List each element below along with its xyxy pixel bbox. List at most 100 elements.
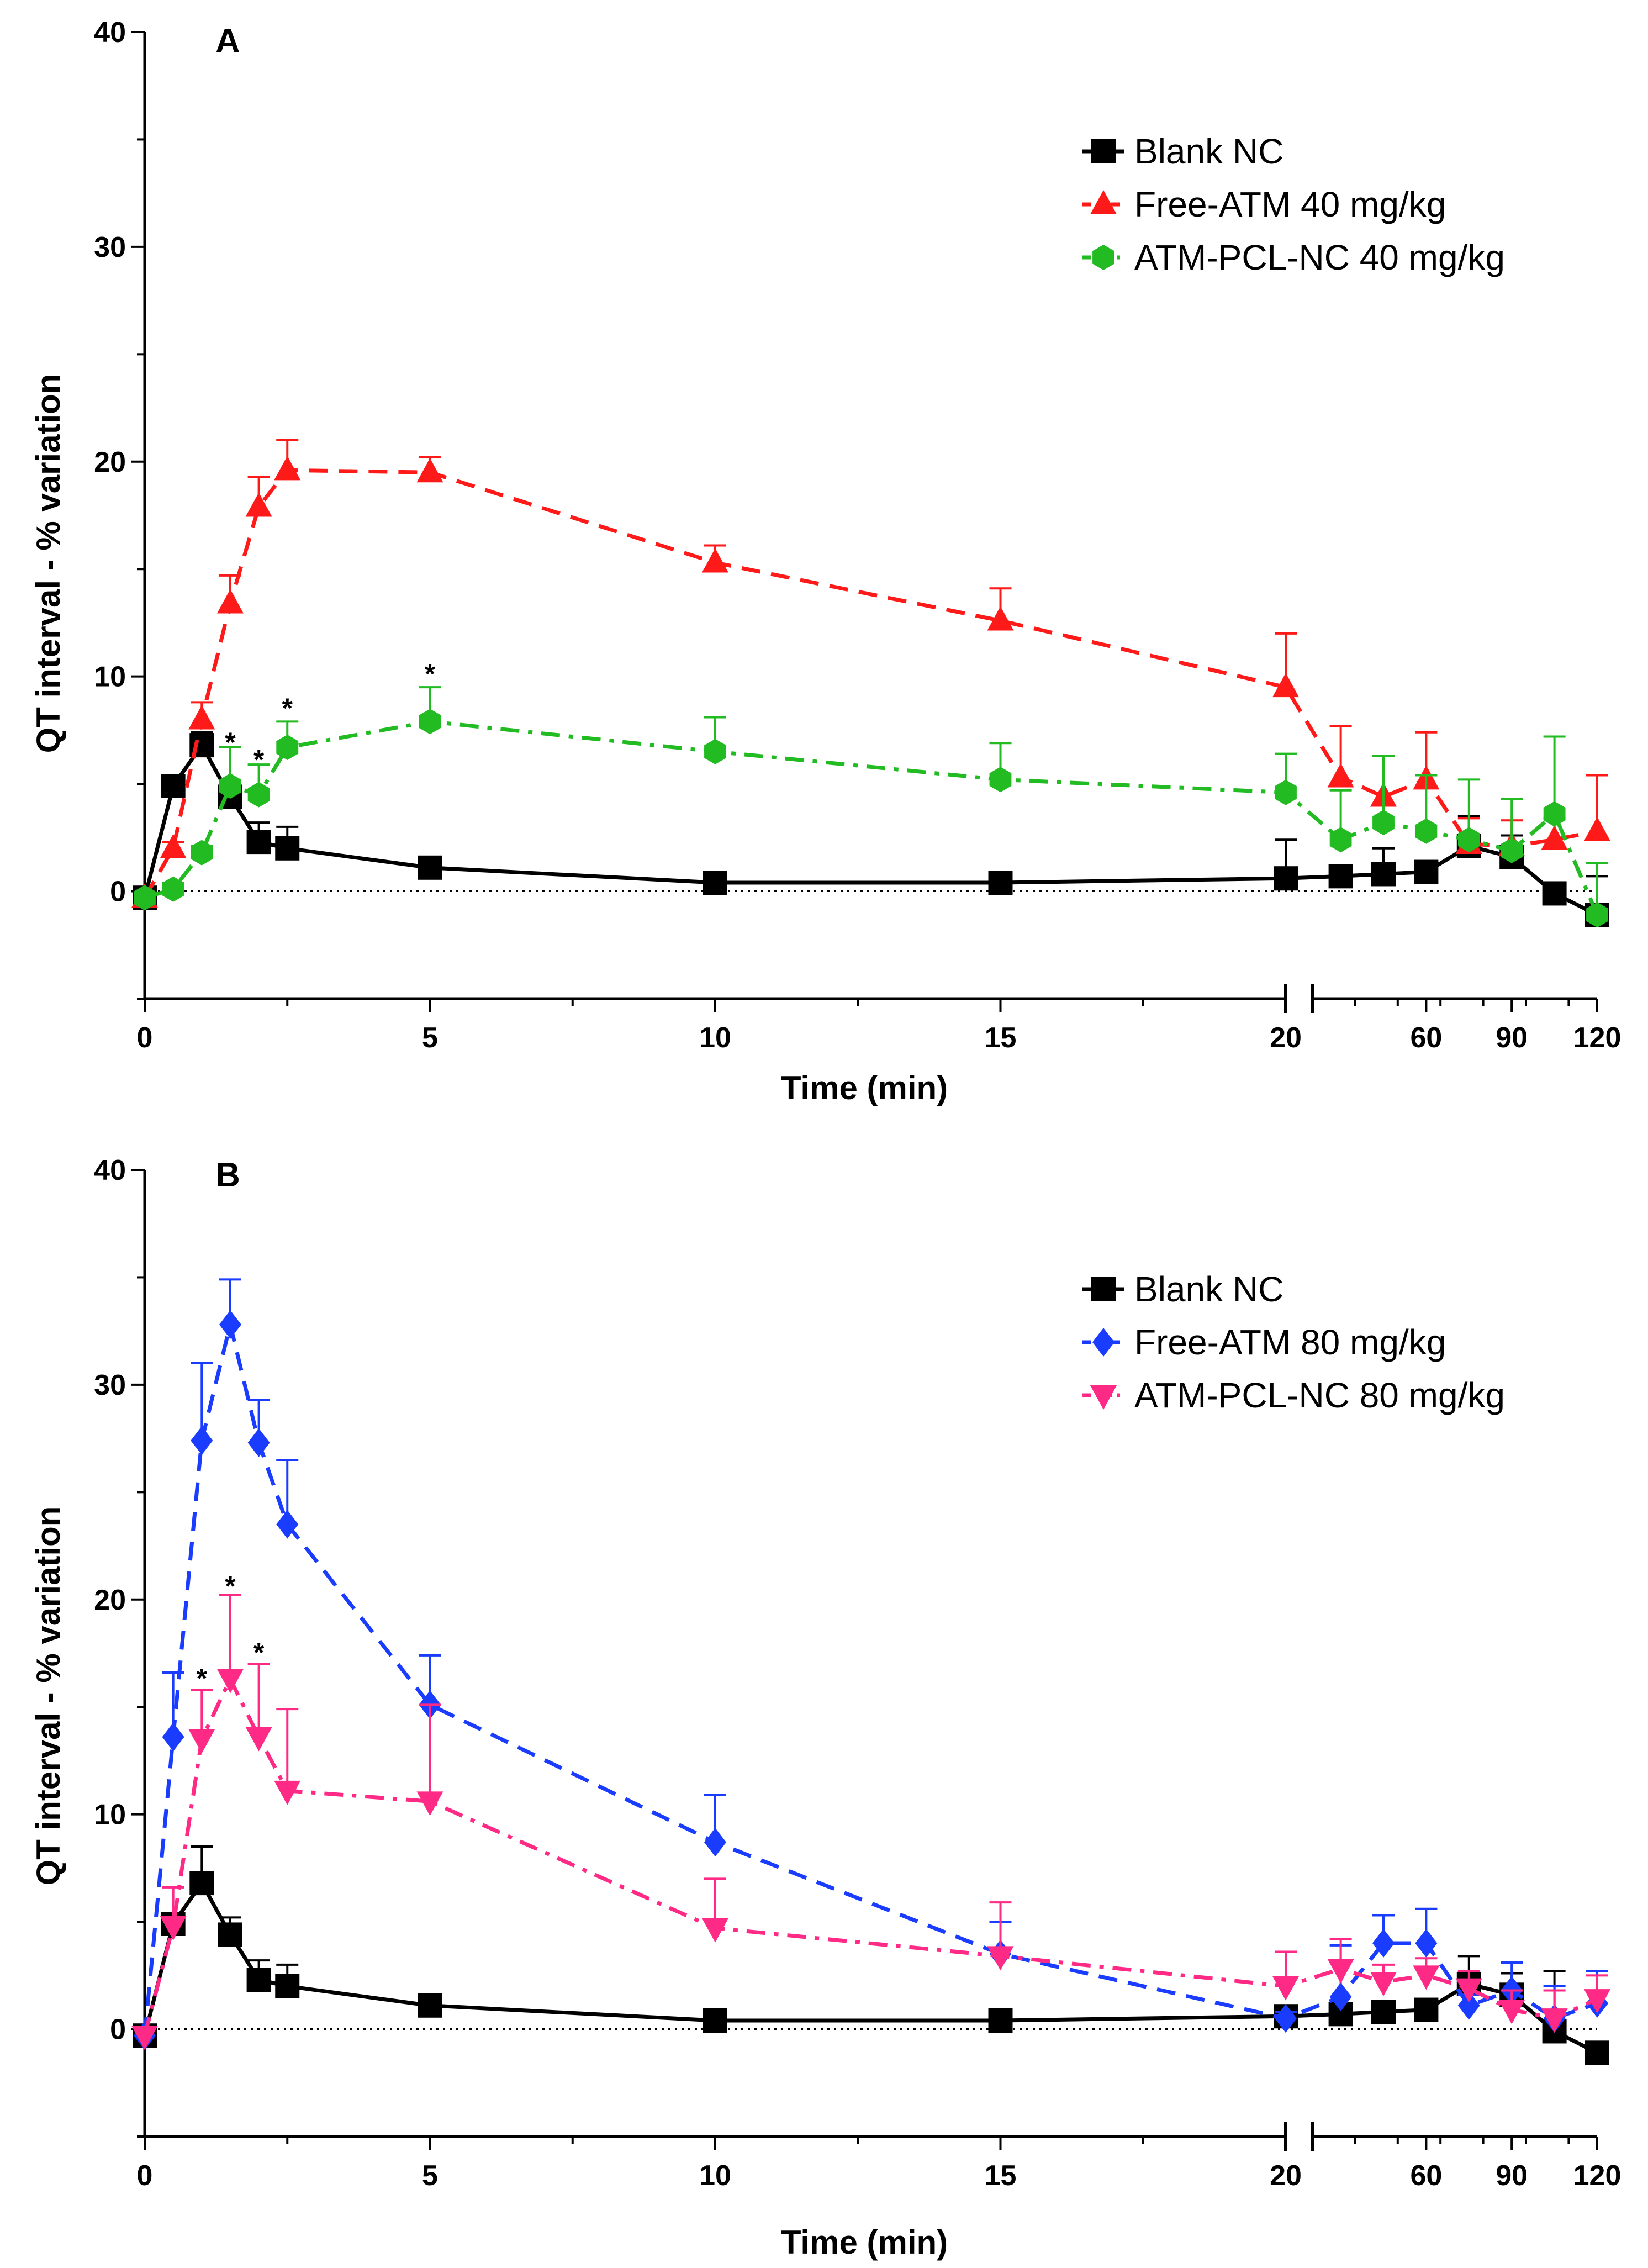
y-axis-title: QT interval - % variation bbox=[30, 374, 67, 753]
y-tick-label: 0 bbox=[110, 876, 126, 908]
data-point bbox=[702, 548, 728, 573]
data-point bbox=[1415, 1929, 1438, 1958]
legend-swatch-marker bbox=[1090, 1385, 1117, 1410]
x-tick-label: 5 bbox=[422, 2160, 438, 2192]
data-point bbox=[1543, 801, 1566, 827]
data-point bbox=[1501, 837, 1523, 863]
x-tick-label: 15 bbox=[985, 2160, 1017, 2192]
data-point bbox=[274, 456, 301, 481]
data-point bbox=[246, 830, 271, 855]
data-point bbox=[219, 773, 241, 799]
panel-b: 0 10 20 30 40 0 5 10 15 20 60 90 120 Time (min) QT int… bbox=[30, 1154, 1621, 2261]
data-point bbox=[160, 1916, 187, 1940]
legend-swatch-marker bbox=[1091, 1277, 1116, 1301]
legend-label: Blank NC bbox=[1134, 1269, 1283, 1309]
x-tick-label: 20 bbox=[1270, 2160, 1302, 2192]
significance-marker: * bbox=[253, 1637, 265, 1668]
y-axis-title: QT interval - % variation bbox=[30, 1506, 67, 1886]
panel-a: 0 10 20 30 40 0 5 10 15 20 60 90 120 Time (min) QT int… bbox=[30, 17, 1621, 1106]
legend-label: Free-ATM 80 mg/kg bbox=[1134, 1322, 1446, 1362]
data-point bbox=[1457, 1991, 1480, 2020]
data-point bbox=[418, 855, 442, 880]
data-point bbox=[276, 735, 299, 760]
legend-label: ATM-PCL-NC 80 mg/kg bbox=[1134, 1375, 1505, 1415]
data-point bbox=[1541, 2008, 1568, 2033]
data-point bbox=[1272, 1976, 1299, 2001]
significance-marker: * bbox=[253, 744, 265, 775]
data-point bbox=[131, 2026, 158, 2050]
data-point bbox=[1272, 673, 1299, 698]
y-tick-label: 40 bbox=[94, 1154, 126, 1186]
data-point bbox=[274, 1780, 301, 1805]
data-point bbox=[161, 774, 186, 798]
series-blank-nc bbox=[133, 1845, 1609, 2065]
data-point bbox=[989, 767, 1012, 793]
data-point bbox=[160, 834, 187, 858]
data-point bbox=[1585, 2040, 1609, 2065]
legend-swatch-marker bbox=[1092, 1328, 1114, 1357]
data-point bbox=[189, 1871, 214, 1896]
data-point bbox=[218, 1922, 242, 1947]
data-point bbox=[1541, 825, 1568, 850]
data-point bbox=[246, 1968, 271, 1992]
x-tick-label: 20 bbox=[1270, 1022, 1302, 1054]
legend-swatch-marker bbox=[1090, 190, 1117, 214]
data-point bbox=[245, 492, 272, 517]
series-atm-pcl-nc-80-mg-kg bbox=[131, 1594, 1610, 2050]
data-point bbox=[1371, 2000, 1396, 2024]
data-point bbox=[275, 836, 300, 861]
data-point bbox=[1329, 827, 1352, 853]
significance-marker: * bbox=[225, 1570, 236, 1601]
data-point bbox=[1327, 763, 1354, 788]
series-atm-pcl-nc-40-mg-kg bbox=[134, 686, 1608, 928]
data-point bbox=[1328, 864, 1353, 889]
data-point bbox=[162, 1722, 184, 1752]
data-point bbox=[1275, 779, 1297, 805]
data-point bbox=[702, 1918, 728, 1943]
legend-label: Free-ATM 40 mg/kg bbox=[1134, 184, 1446, 224]
panel-label: B bbox=[215, 1156, 240, 1194]
data-point bbox=[704, 739, 726, 764]
y-tick-label: 20 bbox=[94, 446, 126, 478]
legend-swatch-marker bbox=[1091, 139, 1116, 163]
x-tick-label: 0 bbox=[137, 1022, 153, 1054]
data-point bbox=[216, 1669, 244, 1694]
data-point bbox=[216, 589, 244, 614]
data-point bbox=[188, 1729, 215, 1754]
data-point bbox=[219, 1310, 241, 1339]
series-free-atm-40-mg-kg bbox=[131, 439, 1610, 908]
data-point bbox=[247, 782, 270, 808]
data-point bbox=[275, 1974, 300, 1998]
data-point bbox=[1586, 902, 1608, 928]
x-tick-label: 15 bbox=[985, 1022, 1017, 1054]
x-tick-label: 120 bbox=[1573, 2160, 1621, 2192]
data-point bbox=[1498, 2000, 1525, 2024]
data-point bbox=[418, 1993, 442, 2018]
legend: Blank NC Free-ATM 40 mg/kg ATM-PCL-NC 40 m… bbox=[1082, 131, 1505, 277]
data-point bbox=[703, 2008, 727, 2033]
series-line bbox=[142, 1881, 1598, 2055]
legend-label: Blank NC bbox=[1134, 131, 1283, 171]
y-tick-label: 10 bbox=[94, 1799, 126, 1831]
x-tick-label: 10 bbox=[699, 1022, 731, 1054]
x-axis-title: Time (min) bbox=[781, 1069, 948, 1106]
y-tick-label: 10 bbox=[94, 661, 126, 693]
data-point bbox=[134, 885, 156, 911]
data-point bbox=[1457, 827, 1480, 853]
data-point bbox=[1275, 2004, 1297, 2033]
data-point bbox=[1584, 816, 1610, 841]
data-point bbox=[1542, 881, 1567, 906]
data-point bbox=[1372, 1929, 1395, 1958]
y-tick-label: 40 bbox=[94, 17, 126, 49]
data-point bbox=[1370, 1972, 1397, 1996]
x-tick-label: 90 bbox=[1496, 2160, 1528, 2192]
y-tick-label: 0 bbox=[110, 2014, 126, 2046]
data-point bbox=[987, 1946, 1014, 1971]
data-point bbox=[1414, 859, 1439, 884]
data-point bbox=[988, 871, 1013, 895]
data-point bbox=[987, 606, 1014, 631]
data-point bbox=[988, 2008, 1013, 2033]
data-point bbox=[247, 1428, 270, 1457]
data-point bbox=[1327, 1959, 1354, 1984]
